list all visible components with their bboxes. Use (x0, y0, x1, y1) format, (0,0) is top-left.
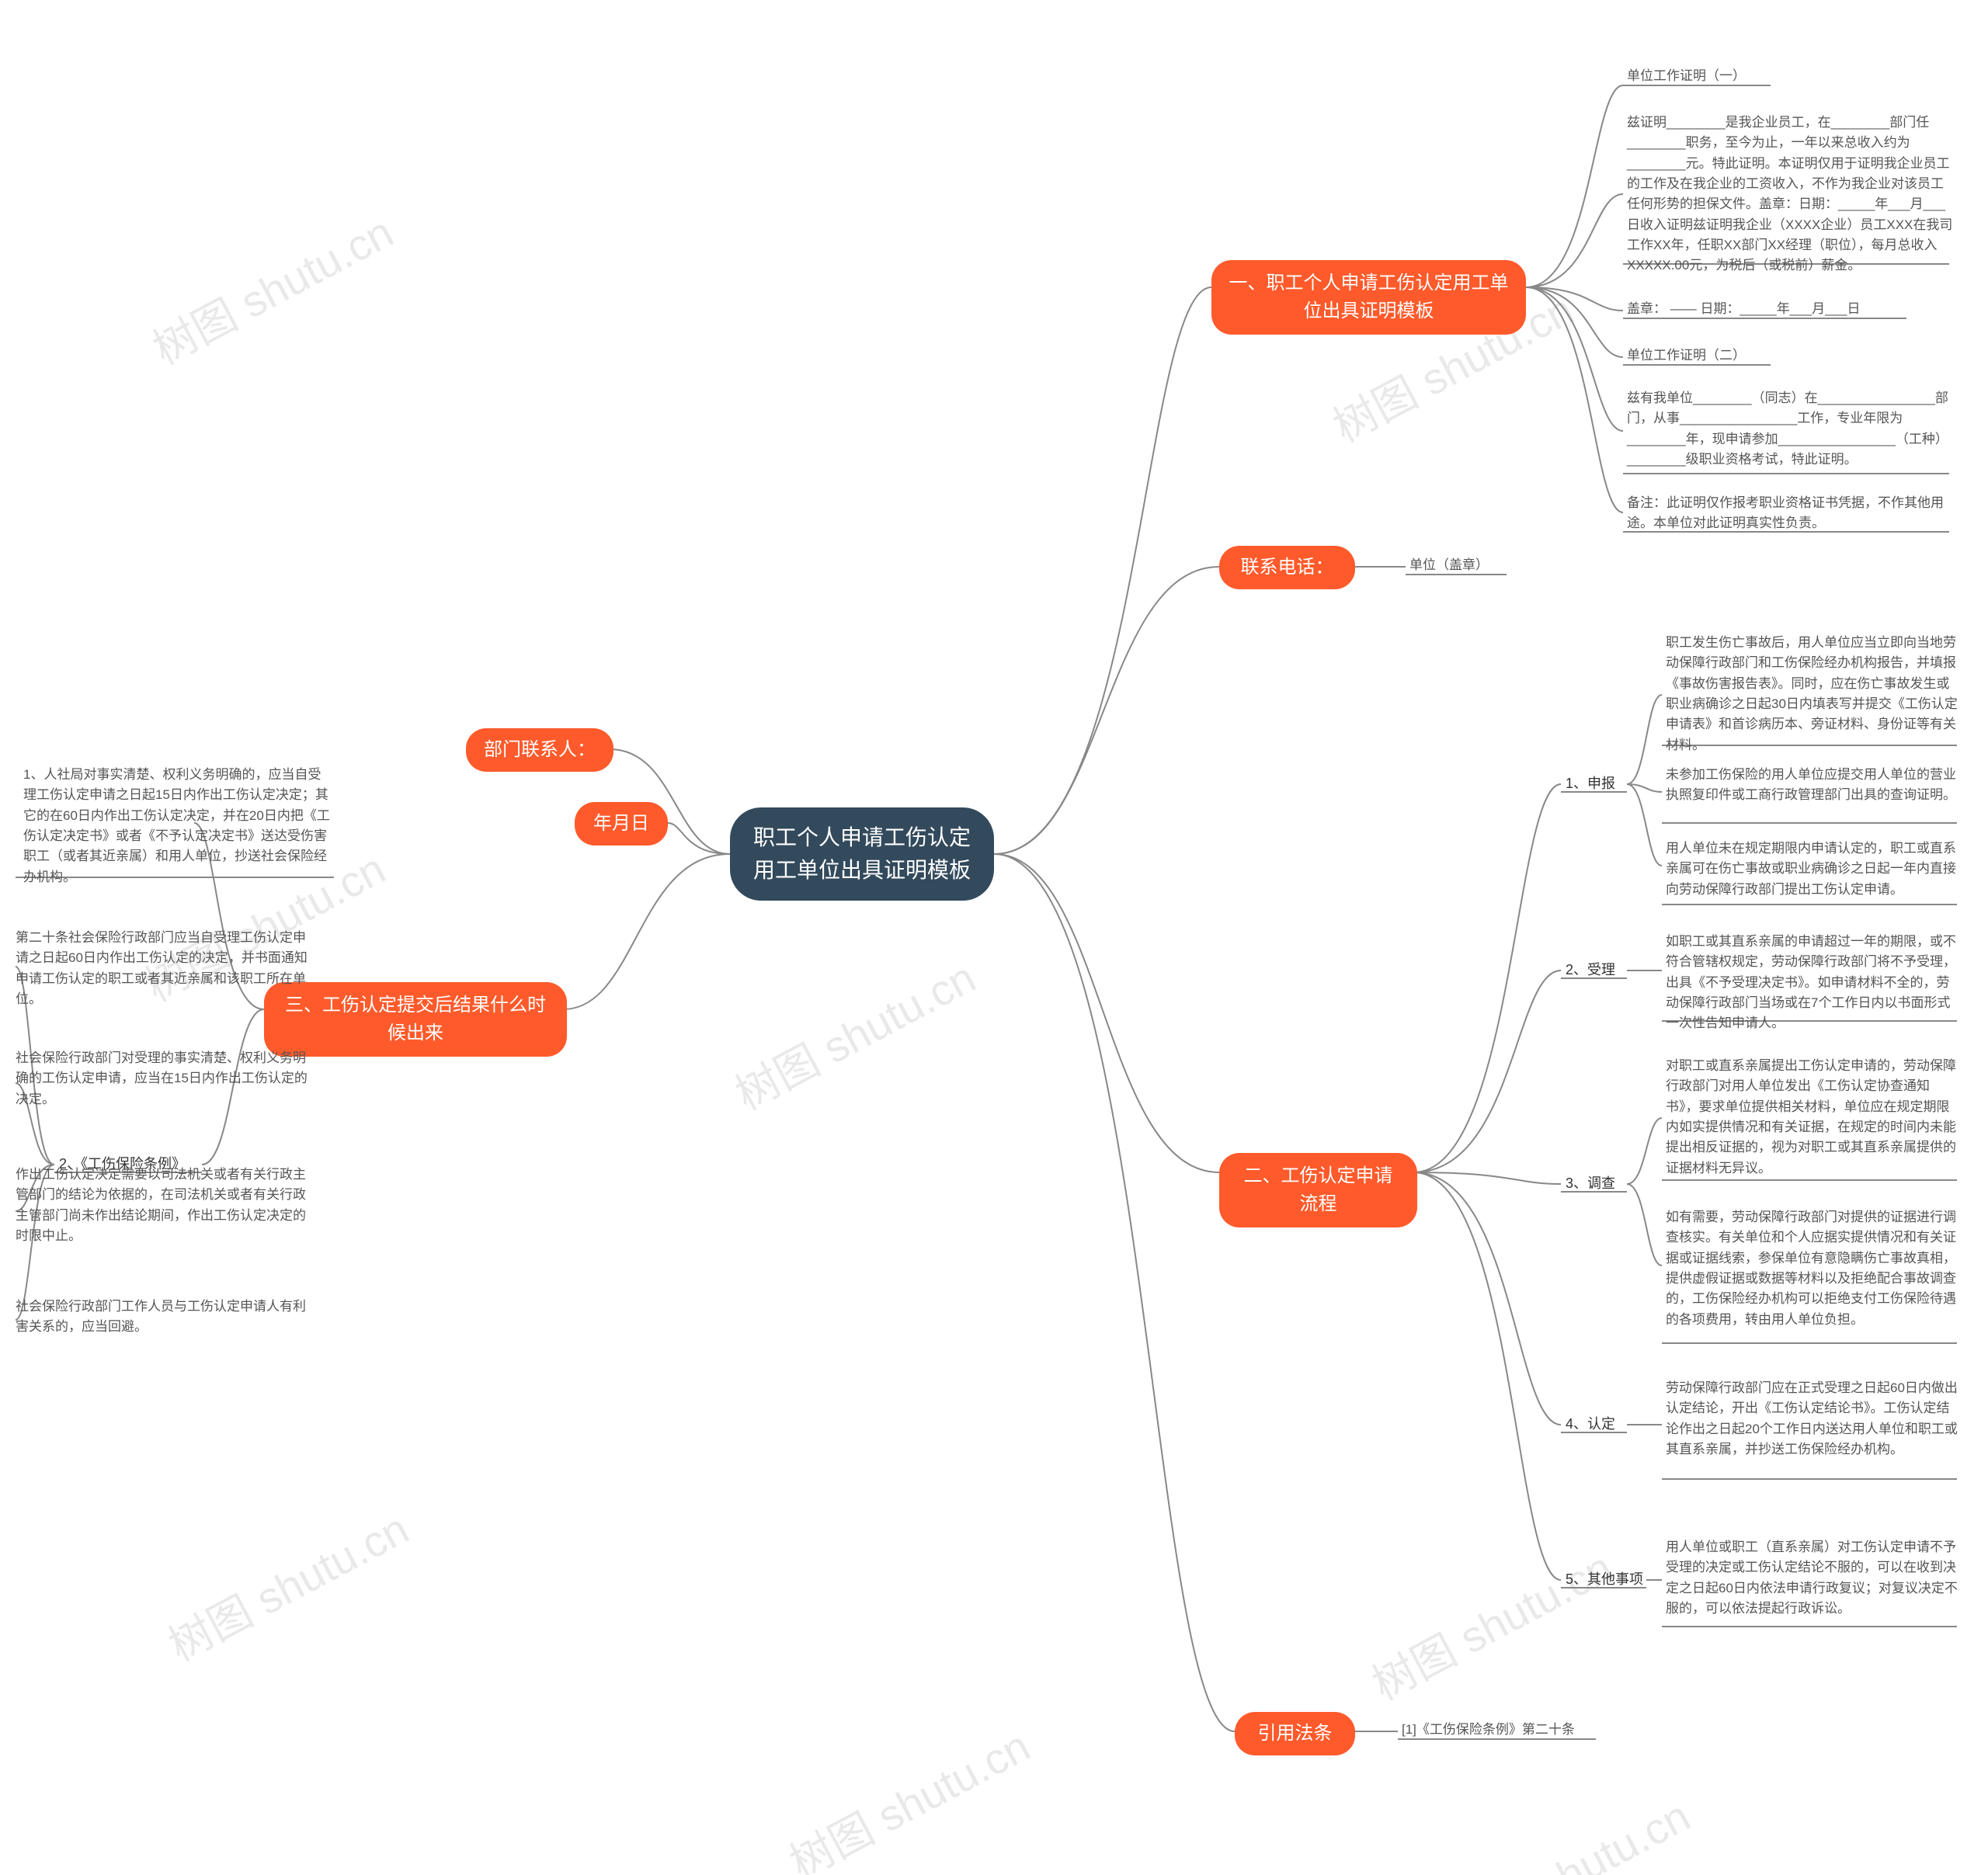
branch-b1: 一、职工个人申请工伤认定用工单位出具证明模板 (1211, 260, 1526, 335)
branch-bl1: 部门联系人： (466, 728, 613, 772)
b3-s1-leaf-1: 职工发生伤亡事故后，用人单位应当立即向当地劳动保障行政部门和工伤保险经办机构报告… (1666, 633, 1961, 755)
b1-leaf-3: 盖章： —— 日期：_____年___月___日 (1627, 299, 1860, 319)
bl3-s1-leaf-2: 社会保险行政部门对受理的事实清楚、权利义务明确的工伤认定申请，应当在15日内作出… (16, 1048, 318, 1109)
b3-s5-leaf-1: 用人单位或职工（直系亲属）对工伤认定申请不予受理的决定或工伤认定结论不服的，可以… (1666, 1537, 1961, 1619)
b4-leaf-1: [1]《工伤保险条例》第二十条 (1402, 1720, 1575, 1740)
b3-sub-2: 2、受理 (1561, 957, 1620, 984)
b1-leaf-2: 兹证明________是我企业员工，在________部门任________职务… (1627, 113, 1953, 276)
b1-leaf-5: 兹有我单位________（同志）在________________部门，从事_… (1627, 388, 1953, 470)
b2-leaf-1: 单位（盖章） (1409, 555, 1489, 575)
b3-sub-4: 4、认定 (1561, 1411, 1620, 1438)
branch-b3: 二、工伤认定申请流程 (1219, 1153, 1417, 1227)
bl3-s1-leaf-1: 第二十条社会保险行政部门应当自受理工伤认定申请之日起60日内作出工伤认定的决定，… (16, 928, 318, 1009)
watermark: 树图 shutu.cn (141, 198, 403, 377)
watermark: 树图 shutu.cn (1437, 1782, 1700, 1875)
b1-leaf-6: 备注：此证明仅作报考职业资格证书凭据，不作其他用途。本单位对此证明真实性负责。 (1627, 493, 1953, 534)
bl3-s1-leaf-3: 作出工伤认定决定需要以司法机关或者有关行政主管部门的结论为依据的，在司法机关或者… (16, 1165, 318, 1246)
bl3-leaf-direct-1: 1、人社局对事实清楚、权利义务明确的，应当自受理工伤认定申请之日起15日内作出工… (23, 765, 334, 887)
b1-leaf-4: 单位工作证明（二） (1627, 345, 1746, 366)
bl3-s1-leaf-4: 社会保险行政部门工作人员与工伤认定申请人有利害关系的，应当回避。 (16, 1297, 318, 1338)
b3-s1-leaf-3: 用人单位未在规定期限内申请认定的，职工或直系亲属可在伤亡事故或职业病确诊之日起一… (1666, 839, 1961, 900)
watermark: 树图 shutu.cn (777, 1712, 1040, 1875)
b3-s2-leaf-1: 如职工或其直系亲属的申请超过一年的期限，或不符合管辖权规定，劳动保障行政部门将不… (1666, 932, 1961, 1034)
b1-leaf-1: 单位工作证明（一） (1627, 66, 1746, 86)
watermark: 树图 shutu.cn (723, 943, 985, 1123)
branch-b2: 联系电话： (1219, 546, 1355, 589)
b3-s4-leaf-1: 劳动保障行政部门应在正式受理之日起60日内做出认定结论，开出《工伤认定结论书》。… (1666, 1378, 1961, 1460)
branch-b4: 引用法条 (1235, 1712, 1355, 1755)
watermark: 树图 shutu.cn (156, 1495, 419, 1674)
b3-s3-leaf-1: 对职工或直系亲属提出工伤认定申请的，劳动保障行政部门对用人单位发出《工伤认定协查… (1666, 1056, 1961, 1179)
branch-bl2: 年月日 (575, 802, 668, 845)
watermark: 树图 shutu.cn (1360, 1533, 1622, 1713)
b3-s1-leaf-2: 未参加工伤保险的用人单位应提交用人单位的营业执照复印件或工商行政管理部门出具的查… (1666, 765, 1961, 806)
center-node: 职工个人申请工伤认定用工单位出具证明模板 (730, 807, 994, 901)
b3-s3-leaf-2: 如有需要，劳动保障行政部门对提供的证据进行调查核实。有关单位和个人应据实提供情况… (1666, 1207, 1961, 1330)
b3-sub-5: 5、其他事项 (1561, 1566, 1648, 1593)
b3-sub-3: 3、调查 (1561, 1170, 1620, 1197)
b3-sub-1: 1、申报 (1561, 770, 1620, 797)
